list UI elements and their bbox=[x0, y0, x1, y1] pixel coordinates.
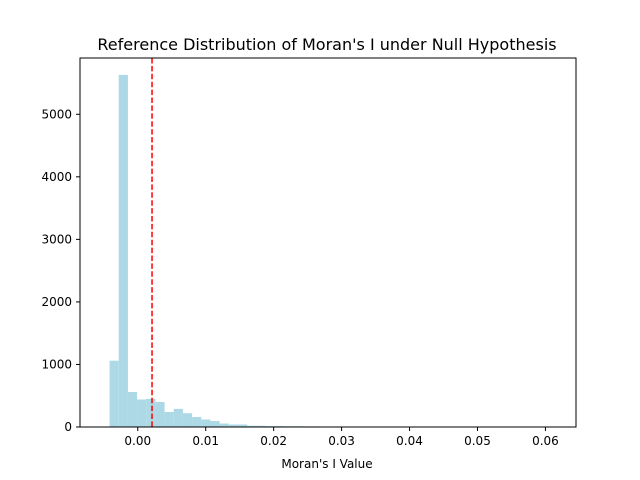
histogram-bar bbox=[155, 401, 165, 427]
histogram-bar bbox=[192, 416, 202, 427]
histogram-bar bbox=[210, 421, 220, 427]
histogram-bar bbox=[219, 423, 229, 427]
x-tick-label: 0.02 bbox=[260, 434, 287, 448]
histogram-bar bbox=[146, 398, 156, 427]
histogram-bar bbox=[182, 413, 193, 427]
y-tick-label: 4000 bbox=[41, 170, 72, 184]
histogram-bar bbox=[164, 411, 174, 427]
x-tick-label: 0.04 bbox=[396, 434, 423, 448]
histogram-bars bbox=[100, 74, 560, 427]
histogram-bar bbox=[109, 360, 119, 427]
histogram-bar bbox=[118, 74, 128, 427]
chart-title: Reference Distribution of Moran's I unde… bbox=[97, 35, 556, 54]
histogram-bar bbox=[127, 391, 138, 427]
y-tick-label: 2000 bbox=[41, 295, 72, 309]
x-tick-label: 0.01 bbox=[192, 434, 219, 448]
plot-frame bbox=[79, 57, 577, 428]
x-axis-ticks: 0.00 0.01 0.02 0.03 0.04 0.05 0.06 bbox=[124, 427, 559, 448]
y-tick-label: 1000 bbox=[41, 357, 72, 371]
y-axis-ticks: 0 1000 2000 3000 4000 5000 bbox=[41, 107, 80, 434]
x-tick-label: 0.03 bbox=[328, 434, 355, 448]
axes-frame bbox=[79, 57, 577, 428]
histogram-bar bbox=[256, 425, 266, 427]
histogram-bar bbox=[228, 424, 238, 427]
x-tick-label: 0.05 bbox=[464, 434, 491, 448]
x-tick-label: 0.06 bbox=[532, 434, 559, 448]
histogram-bar bbox=[247, 425, 257, 427]
histogram-bar bbox=[237, 424, 248, 427]
histogram-bar bbox=[201, 419, 211, 427]
x-tick-label: 0.00 bbox=[124, 434, 151, 448]
x-axis-label: Moran's I Value bbox=[281, 457, 372, 471]
histogram-bar bbox=[137, 399, 147, 427]
y-tick-label: 5000 bbox=[41, 107, 72, 121]
histogram-bar bbox=[173, 408, 183, 427]
y-tick-label: 3000 bbox=[41, 232, 72, 246]
y-tick-label: 0 bbox=[64, 420, 72, 434]
